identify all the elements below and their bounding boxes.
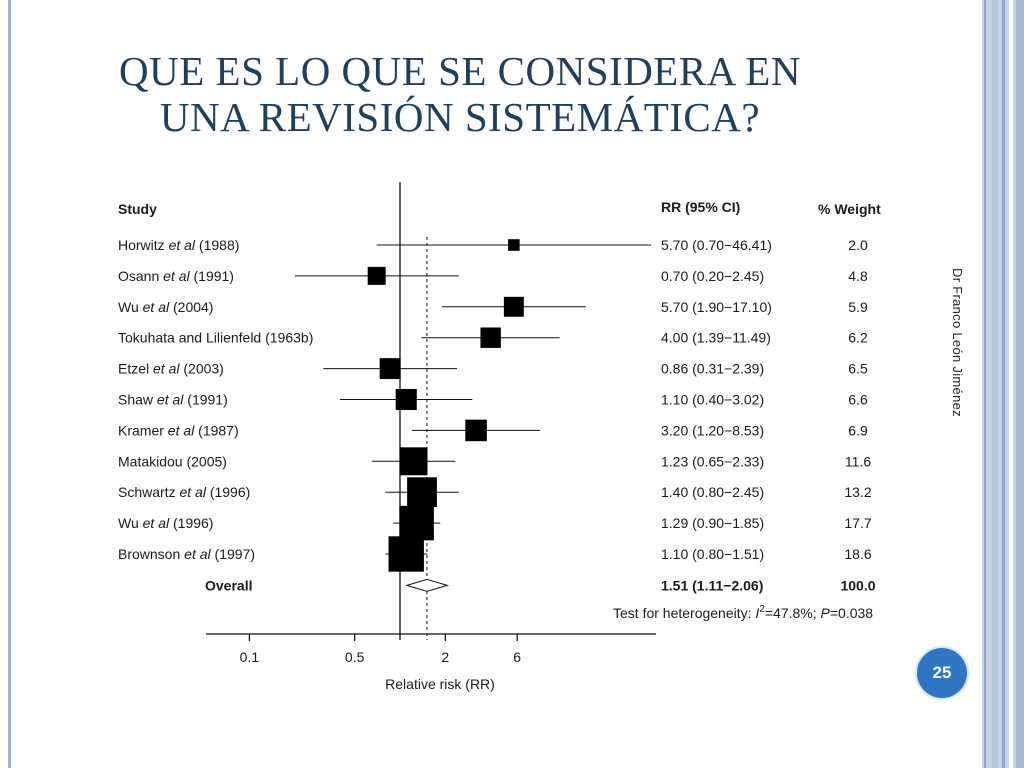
study-row: Horwitz et al (1988) 5.70 (0.70−46.41) 2.0 bbox=[118, 237, 868, 253]
rr-ci-value: 0.86 (0.31−2.39) bbox=[661, 361, 764, 377]
study-row: Brownson et al (1997) 1.10 (0.80−1.51) 18.… bbox=[118, 536, 872, 572]
weight-value: 5.9 bbox=[848, 299, 868, 315]
rr-ci-value: 1.29 (0.90−1.85) bbox=[661, 515, 764, 531]
study-row: Wu et al (1996) 1.29 (0.90−1.85) 17.7 bbox=[118, 505, 872, 541]
point-estimate-marker bbox=[465, 419, 487, 442]
slide-title-line-1: QUE ES LO QUE SE CONSIDERA EN bbox=[119, 48, 801, 94]
study-label: Tokuhata and Lilienfeld (1963b) bbox=[118, 330, 313, 346]
rr-ci-value: 3.20 (1.20−8.53) bbox=[661, 422, 764, 438]
study-label: Shaw et al (1991) bbox=[118, 392, 228, 408]
overall-weight-value: 100.0 bbox=[840, 577, 875, 593]
author-credit: Dr Franco León Jiménez bbox=[950, 268, 965, 417]
overall-label: Overall bbox=[205, 577, 252, 593]
slide-title-line-2: UNA REVISIÓN SISTEMÁTICA? bbox=[159, 94, 761, 140]
study-label: Kramer et al (1987) bbox=[118, 422, 239, 438]
study-label: Osann et al (1991) bbox=[118, 268, 234, 284]
point-estimate-marker bbox=[379, 358, 401, 380]
rr-ci-value: 1.40 (0.80−2.45) bbox=[661, 484, 764, 500]
study-label: Matakidou (2005) bbox=[118, 453, 227, 469]
weight-value: 18.6 bbox=[844, 546, 871, 562]
forest-plot-headers: Study RR (95% CI) % Weight bbox=[118, 199, 881, 217]
point-estimate-marker bbox=[508, 239, 520, 251]
x-tick-label: 0.1 bbox=[240, 649, 260, 665]
weight-value: 4.8 bbox=[848, 268, 868, 284]
left-frame-bar bbox=[8, 0, 11, 768]
study-row: Wu et al (2004) 5.70 (1.90−17.10) 5.9 bbox=[118, 296, 868, 317]
study-row: Kramer et al (1987) 3.20 (1.20−8.53) 6.9 bbox=[118, 419, 868, 442]
study-label: Brownson et al (1997) bbox=[118, 546, 255, 562]
slide-title: QUE ES LO QUE SE CONSIDERA EN UNA REVISI… bbox=[30, 48, 890, 140]
point-estimate-marker bbox=[388, 536, 424, 572]
study-label: Wu et al (1996) bbox=[118, 515, 213, 531]
study-row: Matakidou (2005) 1.23 (0.65−2.33) 11.6 bbox=[118, 447, 871, 476]
rr-ci-value: 1.23 (0.65−2.33) bbox=[661, 453, 764, 469]
header-weight: % Weight bbox=[818, 201, 881, 217]
weight-value: 6.6 bbox=[848, 392, 868, 408]
study-label: Etzel et al (2003) bbox=[118, 361, 224, 377]
point-estimate-marker bbox=[399, 447, 428, 476]
study-row: Osann et al (1991) 0.70 (0.20−2.45) 4.8 bbox=[118, 266, 868, 285]
overall-diamond bbox=[405, 578, 450, 592]
study-row: Tokuhata and Lilienfeld (1963b) 4.00 (1.3… bbox=[118, 327, 868, 348]
rr-ci-value: 0.70 (0.20−2.45) bbox=[661, 268, 764, 284]
point-estimate-marker bbox=[367, 266, 386, 285]
point-estimate-marker bbox=[395, 388, 417, 411]
weight-value: 6.5 bbox=[848, 361, 868, 377]
study-row: Shaw et al (1991) 1.10 (0.40−3.02) 6.6 bbox=[118, 388, 868, 411]
x-tick-label: 2 bbox=[441, 649, 449, 665]
overall-row: Overall 1.51 (1.11−2.06) 100.0 bbox=[205, 577, 876, 593]
weight-value: 6.2 bbox=[848, 330, 868, 346]
x-tick-label: 6 bbox=[513, 649, 521, 665]
rr-ci-value: 1.10 (0.40−3.02) bbox=[661, 392, 764, 408]
x-axis-label: Relative risk (RR) bbox=[385, 676, 495, 692]
study-row: Schwartz et al (1996) 1.40 (0.80−2.45) 13.… bbox=[118, 477, 872, 508]
weight-value: 17.7 bbox=[844, 515, 871, 531]
study-label: Horwitz et al (1988) bbox=[118, 237, 239, 253]
rr-ci-value: 1.10 (0.80−1.51) bbox=[661, 546, 764, 562]
x-tick-label: 0.5 bbox=[345, 649, 365, 665]
point-estimate-marker bbox=[503, 296, 524, 317]
point-estimate-marker bbox=[407, 477, 437, 508]
page-number-badge: 25 bbox=[917, 648, 967, 698]
rr-ci-value: 5.70 (1.90−17.10) bbox=[661, 299, 772, 315]
right-frame-decoration bbox=[978, 0, 1024, 768]
header-rr: RR (95% CI) bbox=[661, 199, 740, 215]
weight-value: 11.6 bbox=[845, 453, 871, 469]
weight-value: 6.9 bbox=[848, 422, 868, 438]
header-study: Study bbox=[118, 201, 157, 217]
heterogeneity-test: Test for heterogeneity: I2=47.8%; P=0.03… bbox=[613, 604, 873, 621]
point-estimate-marker bbox=[399, 505, 434, 541]
study-row: Etzel et al (2003) 0.86 (0.31−2.39) 6.5 bbox=[118, 358, 868, 380]
overall-rr-ci-value: 1.51 (1.11−2.06) bbox=[661, 577, 763, 593]
forest-plot-rows: Horwitz et al (1988) 5.70 (0.70−46.41) 2.0… bbox=[118, 237, 872, 572]
weight-value: 2.0 bbox=[848, 237, 868, 253]
study-label: Schwartz et al (1996) bbox=[118, 484, 250, 500]
weight-value: 13.2 bbox=[844, 484, 871, 500]
rr-ci-value: 4.00 (1.39−11.49) bbox=[661, 330, 771, 346]
study-label: Wu et al (2004) bbox=[118, 299, 213, 315]
point-estimate-marker bbox=[480, 327, 501, 348]
rr-ci-value: 5.70 (0.70−46.41) bbox=[661, 237, 772, 253]
x-axis: 0.1 0.5 2 6 bbox=[206, 182, 656, 665]
